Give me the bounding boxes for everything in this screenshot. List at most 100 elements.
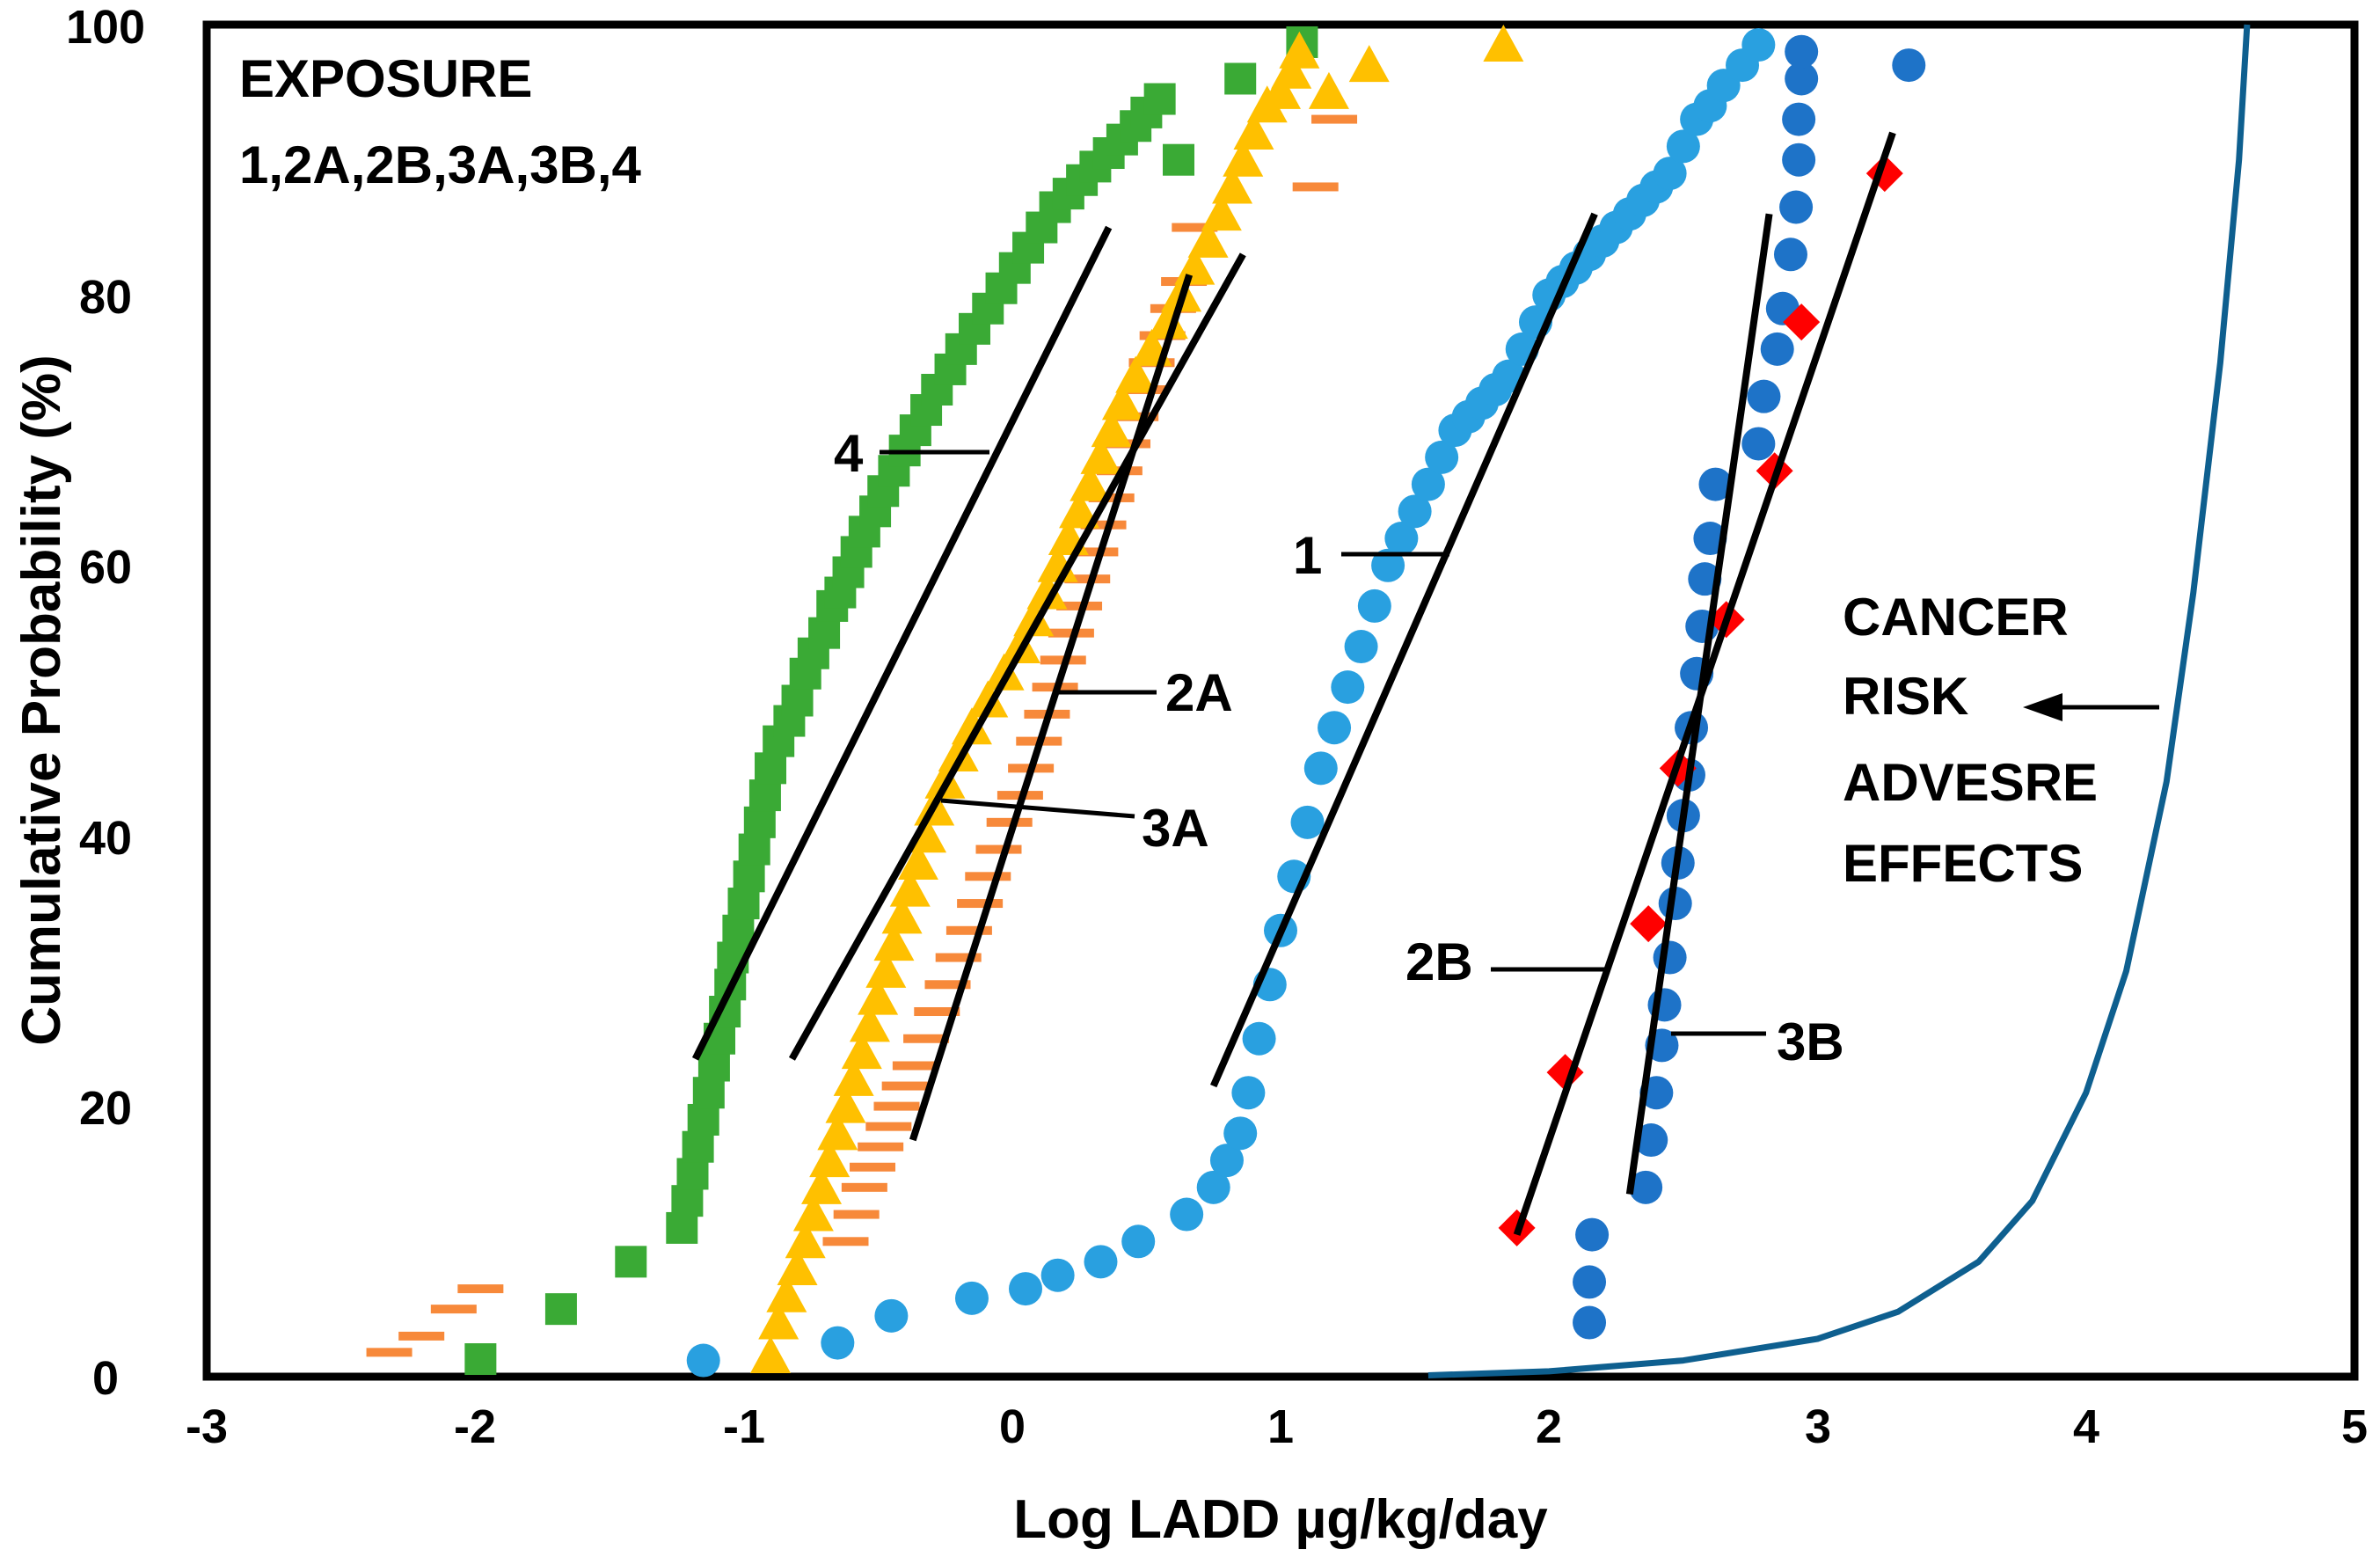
data-point	[924, 980, 971, 990]
x-tick-label: 4	[2073, 1400, 2099, 1453]
risk-curve-layer	[1427, 24, 2251, 1378]
data-point	[1483, 25, 1524, 62]
data-point	[1892, 48, 1926, 83]
data-point	[1080, 520, 1127, 530]
x-axis-title: Log LADD µg/kg/day	[1013, 1489, 1548, 1550]
data-point	[1653, 157, 1687, 191]
data-point	[1224, 62, 1257, 95]
data-point	[1147, 302, 1188, 340]
data-point	[1279, 31, 1320, 69]
series-label-3A: 3A	[1142, 799, 1209, 858]
data-point	[865, 1122, 912, 1131]
data-point	[1760, 332, 1794, 366]
data-point	[676, 1158, 709, 1190]
data-point	[935, 953, 982, 962]
data-point	[785, 1221, 826, 1259]
series-label-2B: 2B	[1405, 932, 1473, 991]
data-point	[809, 1140, 851, 1178]
data-point	[1575, 1217, 1610, 1252]
risk-curve-line	[1427, 24, 2251, 1378]
data-point	[1573, 1305, 1607, 1340]
data-point	[748, 779, 781, 812]
data-point	[903, 1034, 950, 1043]
y-tick-label: 60	[79, 541, 132, 594]
series-label-4: 4	[834, 424, 864, 483]
x-tick-label: 0	[999, 1400, 1026, 1453]
data-point	[1059, 491, 1100, 529]
data-point	[975, 844, 1022, 854]
data-point	[881, 896, 923, 934]
data-point	[873, 1101, 920, 1111]
fit-line-3B	[1625, 213, 1773, 1195]
data-point	[1070, 464, 1111, 501]
risk-label-line2: RISK	[1843, 667, 1968, 726]
data-point	[1331, 670, 1365, 705]
data-point	[1318, 711, 1352, 745]
data-point	[1303, 751, 1338, 786]
data-point	[833, 1058, 874, 1096]
data-point	[727, 888, 760, 920]
marker-layer	[366, 25, 1926, 1378]
data-point	[1411, 467, 1445, 501]
data-point	[1782, 102, 1816, 136]
data-point	[687, 1103, 719, 1136]
x-tick-label: -3	[186, 1400, 228, 1453]
data-point	[1783, 303, 1821, 341]
data-point	[366, 1348, 412, 1357]
data-point	[850, 1162, 896, 1172]
data-point	[1779, 190, 1814, 224]
data-point	[951, 707, 992, 745]
data-point	[881, 1081, 928, 1091]
data-point	[1172, 223, 1218, 232]
data-point	[766, 1275, 807, 1312]
data-point	[738, 833, 770, 866]
data-point	[755, 752, 787, 785]
data-point	[1348, 45, 1390, 83]
y-axis-title: Cumulative Probability (%)	[11, 355, 72, 1045]
series-label-2A: 2A	[1165, 663, 1233, 722]
data-point	[841, 1182, 887, 1192]
data-point	[1080, 436, 1121, 474]
fit-line-layer	[691, 131, 1896, 1236]
data-point	[1741, 427, 1776, 461]
data-point	[1170, 1197, 1204, 1232]
data-point	[1101, 383, 1143, 420]
y-tick-label: 80	[79, 271, 132, 324]
data-point	[983, 653, 1025, 691]
y-tick-label: 20	[79, 1082, 132, 1135]
data-point	[1201, 194, 1242, 231]
data-point	[1084, 1245, 1118, 1279]
label-leaders	[880, 450, 2159, 1036]
data-point	[1271, 51, 1312, 89]
data-point	[1425, 440, 1459, 474]
data-point	[858, 1142, 904, 1151]
data-point	[682, 1130, 714, 1163]
data-point	[1573, 1265, 1607, 1299]
data-point	[967, 680, 1009, 718]
plot-area	[202, 20, 2359, 1381]
data-point	[666, 1211, 698, 1244]
data-point	[1212, 166, 1253, 204]
x-tick-label: 5	[2341, 1400, 2368, 1453]
data-point	[1072, 547, 1119, 557]
data-point	[430, 1305, 477, 1314]
data-point	[1371, 548, 1405, 582]
fit-line-4	[691, 225, 1113, 1061]
data-point	[1163, 143, 1195, 176]
x-tick-label: 3	[1805, 1400, 1831, 1453]
data-point	[889, 869, 931, 907]
series-label-1: 1	[1293, 526, 1322, 585]
risk-label-line3: ADVESRE	[1843, 753, 2098, 812]
data-point	[825, 1086, 866, 1123]
data-point	[1311, 114, 1358, 124]
data-point	[986, 817, 1033, 827]
data-point	[750, 1335, 792, 1373]
risk-label-line1: CANCER	[1843, 588, 2069, 647]
data-point	[615, 1246, 647, 1278]
data-point	[398, 1331, 445, 1341]
data-point	[841, 1032, 882, 1070]
leader-3A	[940, 798, 1135, 819]
data-point	[1209, 1144, 1244, 1178]
data-point	[1698, 467, 1733, 501]
data-point	[1223, 1116, 1258, 1151]
